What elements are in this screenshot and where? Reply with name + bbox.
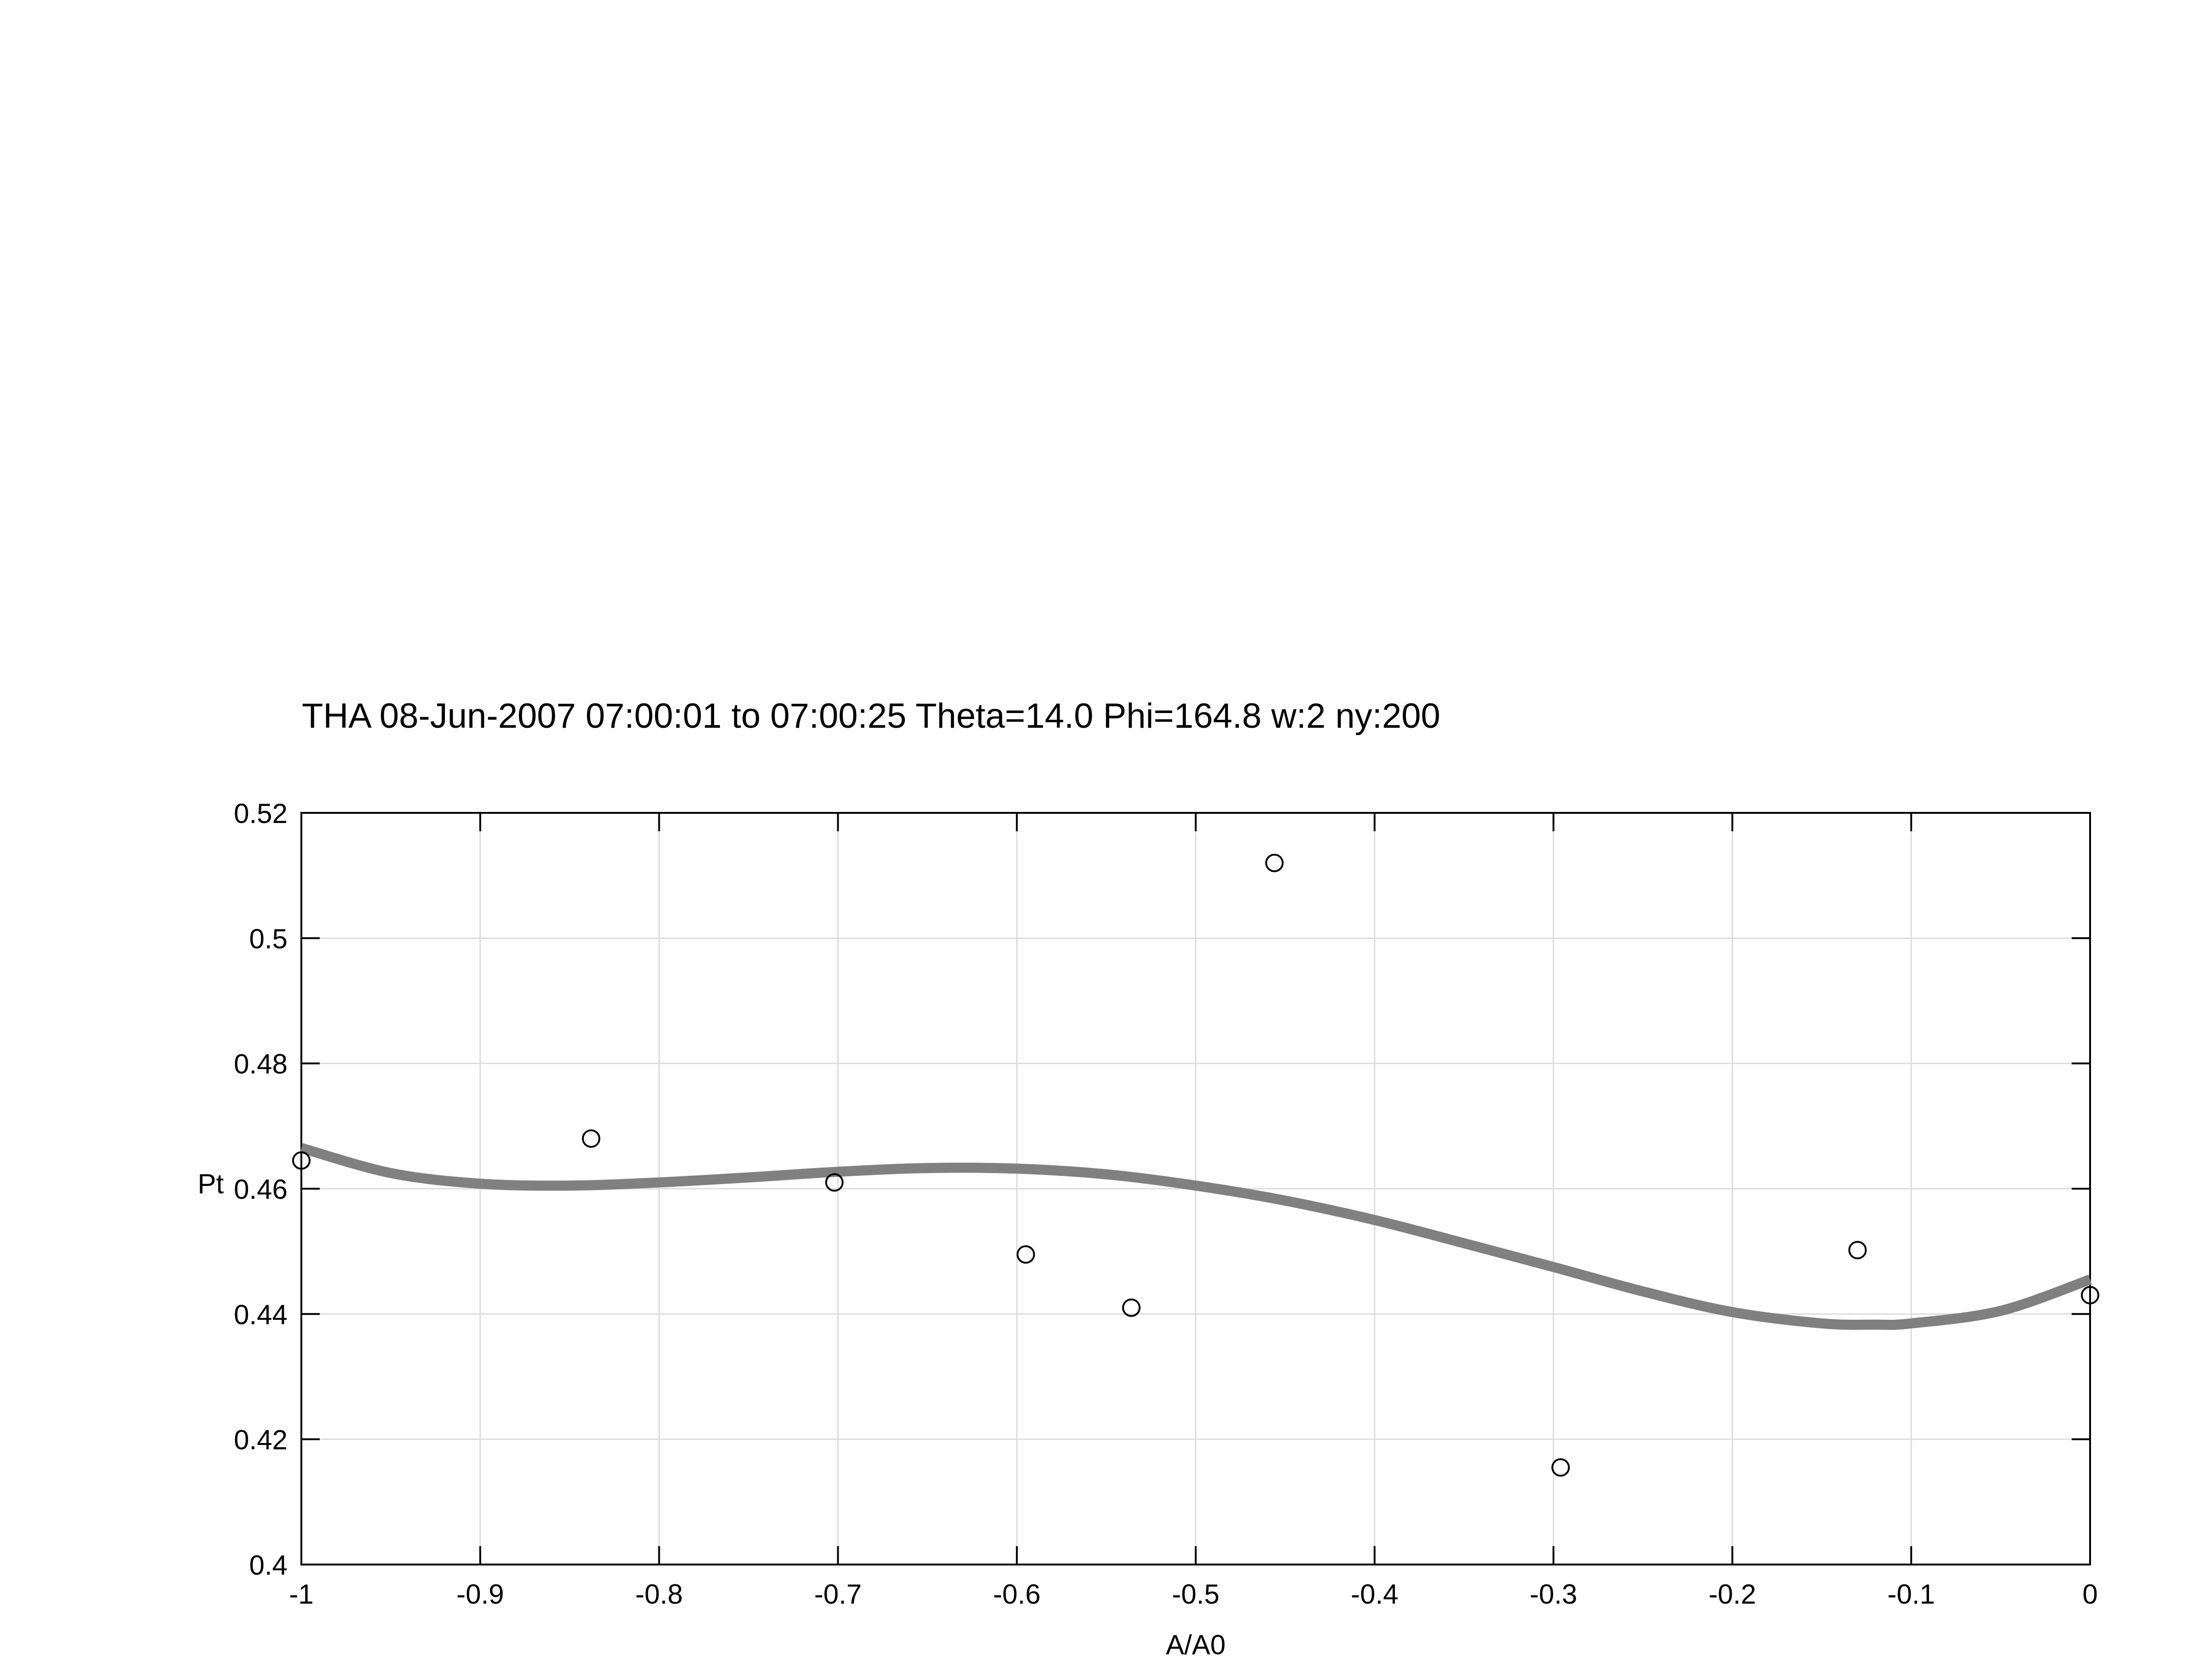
data-point [2081,1286,2099,1305]
data-point [1122,1298,1141,1317]
data-point [1265,853,1284,872]
y-tick-label: 0.42 [234,1425,288,1456]
y-tick-label: 0.46 [234,1174,288,1205]
x-axis-label: A/A0 [1166,1629,1226,1657]
x-tick-label: -0.3 [1530,1579,1577,1610]
x-tick-label: -0.1 [1888,1579,1935,1610]
x-tick-label: -0.5 [1172,1579,1219,1610]
y-tick-label: 0.48 [234,1049,288,1080]
curve-layer [300,1143,2092,1330]
data-point [1848,1241,1867,1260]
x-tick-label: -0.8 [635,1579,683,1610]
y-tick-label: 0.44 [234,1299,288,1330]
data-point [1016,1245,1035,1264]
fit-curve-line [300,1143,2092,1330]
x-tick-label: -0.4 [1351,1579,1398,1610]
x-tick-label: -0.9 [456,1579,504,1610]
x-tick-label: 0 [2082,1579,2097,1610]
data-point [1551,1458,1570,1477]
x-tick-label: -0.6 [993,1579,1041,1610]
ticks-layer: -1 -0.9 -0.8 -0.7 -0.6 -0.5 -0.4 -0.3 -0.2 -0.1 0 0… [234,798,2097,1610]
data-point [825,1173,844,1192]
y-axis-label: Pt [198,1168,224,1199]
data-point [582,1129,600,1148]
y-tick-label: 0.52 [234,798,288,829]
data-point [292,1151,311,1170]
x-tick-label: -0.7 [814,1579,862,1610]
points-layer [292,853,2099,1477]
chart-title: THA 08-Jun-2007 07:00:01 to 07:00:25 The… [302,696,1440,736]
y-tick-label: 0.5 [249,923,288,954]
x-tick-label: -1 [289,1579,313,1610]
x-tick-label: -0.2 [1709,1579,1756,1610]
y-tick-label: 0.4 [249,1550,288,1581]
